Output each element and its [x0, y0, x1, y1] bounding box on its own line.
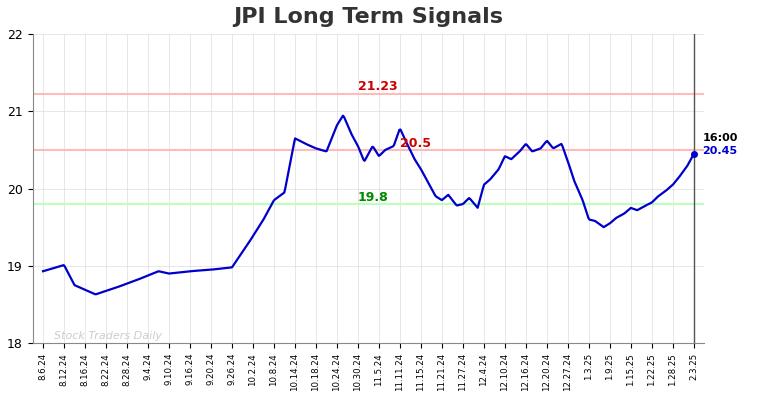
Text: 21.23: 21.23: [358, 80, 397, 94]
Title: JPI Long Term Signals: JPI Long Term Signals: [234, 7, 503, 27]
Text: 20.5: 20.5: [400, 137, 431, 150]
Text: 16:00: 16:00: [702, 133, 738, 142]
Text: 19.8: 19.8: [358, 191, 389, 204]
Text: 20.45: 20.45: [702, 146, 738, 156]
Text: Stock Traders Daily: Stock Traders Daily: [53, 331, 162, 341]
